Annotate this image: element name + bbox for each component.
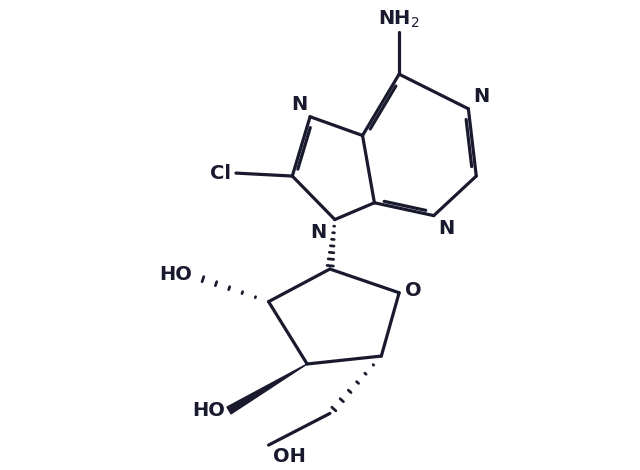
Text: NH$_2$: NH$_2$ xyxy=(378,8,420,30)
Text: N: N xyxy=(438,219,455,237)
Text: N: N xyxy=(474,87,490,106)
Text: HO: HO xyxy=(192,401,225,420)
Text: N: N xyxy=(310,222,327,242)
Text: OH: OH xyxy=(273,447,305,466)
Text: HO: HO xyxy=(159,266,193,284)
Text: O: O xyxy=(405,281,422,300)
Text: N: N xyxy=(291,95,307,114)
Polygon shape xyxy=(227,364,307,414)
Text: Cl: Cl xyxy=(210,164,231,182)
